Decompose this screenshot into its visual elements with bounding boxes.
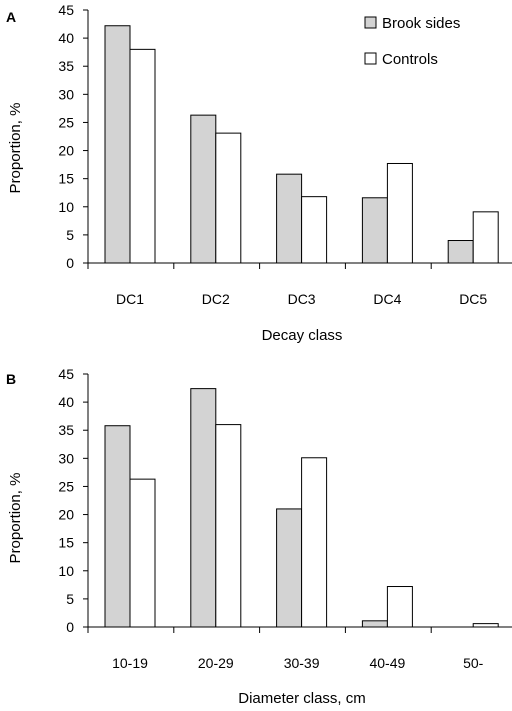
panel-b-y-axis-title: Proportion, % [7,473,24,564]
panel-a-y-tick-label-20: 20 [58,143,74,159]
panel-a-bar-controls-dc4 [386,162,413,264]
panel-b-bar-brook-sides-20-29 [190,388,217,628]
panel-b-plot-area: 0 5 10 15 20 25 30 35 40 45 10-19 20-29 30-39 40-49 50… [58,366,512,671]
panel-a-y-tick-label-45: 45 [58,2,74,18]
panel-a-y-axis-title: Proportion, % [7,103,24,194]
panel-b-letter: B [6,371,16,387]
panel-a-y-tick-label-0: 0 [66,255,74,271]
panel-a-x-tick-label-dc2: DC2 [202,291,230,307]
panel-a-y-tick-label-35: 35 [58,58,74,74]
panel-b-bar-controls-20-29 [215,424,242,628]
panel-b-bar-brook-sides-10-19 [104,425,131,628]
panel-a-x-tick-label-dc3: DC3 [288,291,316,307]
panel-b-y-tick-label-45: 45 [58,366,74,382]
panel-a-bar-controls-dc3 [301,196,328,264]
legend-swatch-controls [364,52,377,65]
legend-label-brook-sides: Brook sides [382,15,460,32]
panel-b-bar-brook-sides-40-49 [361,620,388,628]
panel-b-y-tick-label-15: 15 [58,535,74,551]
panel-a-bar-brook-sides-dc4 [361,197,388,264]
panel-a-decay-class-chart: A 0 5 10 15 20 25 30 35 40 45 DC1 DC2 DC3 DC4 DC5 Prop… [6,2,512,344]
panel-b-y-tick-label-10: 10 [58,563,74,579]
panel-b-bar-controls-50 [472,623,499,628]
panel-b-diameter-class-chart: B 0 5 10 15 20 25 30 35 40 45 10-19 20-29 30-39 40-49… [6,366,512,707]
panel-a-y-tick-label-30: 30 [58,86,74,102]
panel-a-y-tick-label-15: 15 [58,171,74,187]
panel-b-x-tick-label-30-39: 30-39 [284,655,320,671]
panel-b-x-tick-label-10-19: 10-19 [112,655,148,671]
panel-a-bar-controls-dc2 [215,132,242,264]
panel-b-y-tick-label-25: 25 [58,478,74,494]
panel-b-bar-controls-40-49 [386,586,413,628]
panel-b-y-tick-label-5: 5 [66,591,74,607]
panel-b-x-axis-title: Diameter class, cm [238,690,366,707]
panel-b-y-tick-label-40: 40 [58,394,74,410]
panel-b-y-tick-label-0: 0 [66,619,74,635]
panel-a-letter: A [6,9,16,25]
panel-a-x-tick-label-dc5: DC5 [459,291,487,307]
panel-a-bar-brook-sides-dc2 [190,114,217,264]
panel-b-x-tick-label-40-49: 40-49 [369,655,405,671]
panel-b-y-tick-label-30: 30 [58,450,74,466]
panel-b-y-tick-label-20: 20 [58,507,74,523]
panel-b-y-tick-label-35: 35 [58,422,74,438]
panel-a-y-tick-label-25: 25 [58,114,74,130]
panel-a-y-tick-label-40: 40 [58,30,74,46]
panel-a-plot-area: 0 5 10 15 20 25 30 35 40 45 DC1 DC2 DC3 DC4 DC5 [58,2,512,307]
panel-b-x-tick-label-50: 50- [463,655,484,671]
panel-b-bar-brook-sides-30-39 [276,508,303,628]
panel-b-bar-controls-10-19 [129,478,156,628]
panel-b-bar-controls-30-39 [301,457,328,628]
panel-a-bar-brook-sides-dc5 [447,240,474,264]
panel-a-bar-controls-dc1 [129,48,156,264]
panel-a-x-tick-label-dc1: DC1 [116,291,144,307]
panel-a-y-tick-label-5: 5 [66,227,74,243]
legend-swatch-brook-sides [364,16,377,29]
legend: Brook sides Controls [364,15,460,68]
panel-a-x-tick-label-dc4: DC4 [373,291,401,307]
panel-a-bar-brook-sides-dc3 [276,173,303,264]
panel-a-y-tick-label-10: 10 [58,199,74,215]
panel-a-x-axis-title: Decay class [262,327,343,344]
panel-a-bar-brook-sides-dc1 [104,25,131,264]
panel-a-bar-controls-dc5 [472,211,499,264]
panel-b-x-tick-label-20-29: 20-29 [198,655,234,671]
legend-label-controls: Controls [382,51,438,68]
